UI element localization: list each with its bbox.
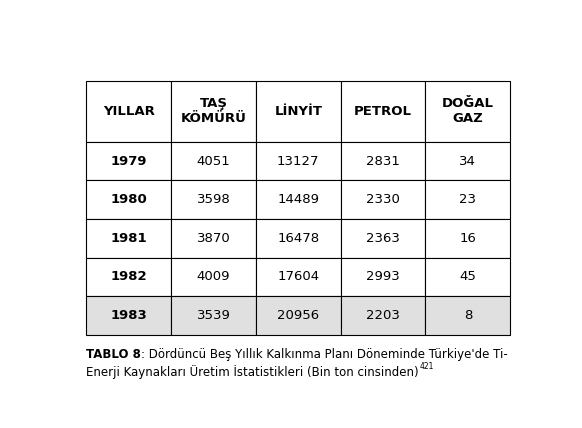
Text: 3598: 3598 <box>197 193 230 206</box>
Text: 1983: 1983 <box>111 309 147 322</box>
FancyBboxPatch shape <box>256 219 340 258</box>
Text: 1980: 1980 <box>111 193 147 206</box>
Text: 2203: 2203 <box>366 309 400 322</box>
FancyBboxPatch shape <box>86 181 171 219</box>
FancyBboxPatch shape <box>340 181 425 219</box>
FancyBboxPatch shape <box>256 81 340 142</box>
Text: 8: 8 <box>464 309 472 322</box>
Text: 1979: 1979 <box>111 155 147 168</box>
Text: 2363: 2363 <box>366 232 400 245</box>
Text: 1982: 1982 <box>111 270 147 283</box>
FancyBboxPatch shape <box>425 181 510 219</box>
FancyBboxPatch shape <box>340 258 425 296</box>
FancyBboxPatch shape <box>171 296 256 335</box>
FancyBboxPatch shape <box>256 142 340 181</box>
FancyBboxPatch shape <box>425 142 510 181</box>
FancyBboxPatch shape <box>340 142 425 181</box>
FancyBboxPatch shape <box>86 296 171 335</box>
FancyBboxPatch shape <box>340 81 425 142</box>
Text: 17604: 17604 <box>277 270 320 283</box>
Text: 16478: 16478 <box>277 232 320 245</box>
Text: 4009: 4009 <box>197 270 230 283</box>
FancyBboxPatch shape <box>86 258 171 296</box>
Text: 14489: 14489 <box>277 193 320 206</box>
Text: 2330: 2330 <box>366 193 400 206</box>
FancyBboxPatch shape <box>86 219 171 258</box>
Text: 23: 23 <box>459 193 477 206</box>
FancyBboxPatch shape <box>340 219 425 258</box>
Text: 34: 34 <box>459 155 476 168</box>
FancyBboxPatch shape <box>425 81 510 142</box>
Text: 421: 421 <box>420 363 434 372</box>
Text: YILLAR: YILLAR <box>103 105 155 118</box>
FancyBboxPatch shape <box>256 181 340 219</box>
FancyBboxPatch shape <box>171 219 256 258</box>
Text: 3539: 3539 <box>197 309 230 322</box>
Text: TABLO 8: TABLO 8 <box>86 348 141 361</box>
FancyBboxPatch shape <box>340 296 425 335</box>
Text: : Dördüncü Beş Yıllık Kalkınma Planı Döneminde Türkiye'de Ti-: : Dördüncü Beş Yıllık Kalkınma Planı Dön… <box>141 348 508 361</box>
FancyBboxPatch shape <box>171 181 256 219</box>
Text: 1981: 1981 <box>111 232 147 245</box>
Text: 20956: 20956 <box>277 309 320 322</box>
Text: LİNYİT: LİNYİT <box>274 105 322 118</box>
Text: 2831: 2831 <box>366 155 400 168</box>
Text: 3870: 3870 <box>197 232 230 245</box>
Text: TAŞ
KÖMÜRÜ: TAŞ KÖMÜRÜ <box>180 98 246 125</box>
FancyBboxPatch shape <box>171 81 256 142</box>
Text: Enerji Kaynakları Üretim İstatistikleri (Bin ton cinsinden): Enerji Kaynakları Üretim İstatistikleri … <box>86 365 419 379</box>
Text: PETROL: PETROL <box>354 105 412 118</box>
FancyBboxPatch shape <box>425 219 510 258</box>
FancyBboxPatch shape <box>171 142 256 181</box>
Text: 2993: 2993 <box>366 270 400 283</box>
FancyBboxPatch shape <box>425 258 510 296</box>
Text: 4051: 4051 <box>197 155 230 168</box>
Text: DOĞAL
GAZ: DOĞAL GAZ <box>442 98 494 125</box>
FancyBboxPatch shape <box>256 258 340 296</box>
FancyBboxPatch shape <box>256 296 340 335</box>
FancyBboxPatch shape <box>86 81 171 142</box>
FancyBboxPatch shape <box>171 258 256 296</box>
Text: 45: 45 <box>459 270 476 283</box>
Text: 13127: 13127 <box>277 155 320 168</box>
FancyBboxPatch shape <box>425 296 510 335</box>
FancyBboxPatch shape <box>86 142 171 181</box>
Text: 16: 16 <box>459 232 476 245</box>
